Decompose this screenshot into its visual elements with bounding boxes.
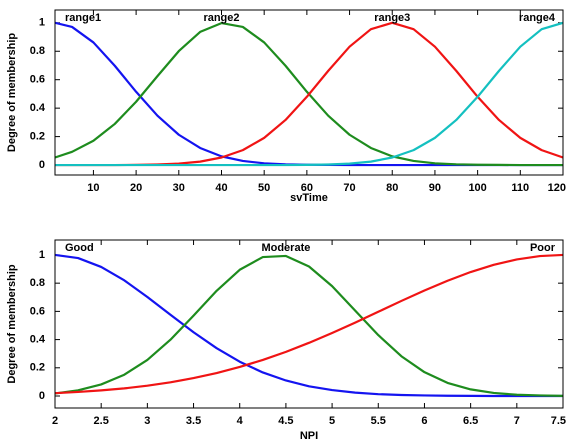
x-tick-label: 7 <box>514 415 520 427</box>
y-tick-label: 0.2 <box>30 362 45 374</box>
curve-label: range1 <box>65 12 101 24</box>
y-tick-label: 0.4 <box>30 102 46 114</box>
membership-curve <box>55 21 563 167</box>
x-tick-label: 5.5 <box>371 415 386 427</box>
x-tick-label: 30 <box>173 182 185 194</box>
x-tick-label: 60 <box>301 182 313 194</box>
curve-label: range2 <box>203 12 239 24</box>
x-tick-label: 7.5 <box>551 415 566 427</box>
x-tick-label: 40 <box>215 182 227 194</box>
curve-label: range4 <box>519 12 556 24</box>
x-tick-label: 110 <box>511 182 529 194</box>
subplot: 0 0.2 0.4 0.6 0.8 1 2 2.5 3 3.5 4 4.5 5 5.5 6 6.5 7 7.5 Go… <box>6 239 566 442</box>
y-axis-label: Degree of membership <box>6 33 18 152</box>
curve-label: Good <box>65 242 94 254</box>
x-tick-label: 5 <box>329 415 335 427</box>
curve-label: Moderate <box>261 242 310 254</box>
x-tick-label: 2.5 <box>94 415 109 427</box>
x-tick-label: 80 <box>386 182 398 194</box>
y-tick-label: 0 <box>39 390 45 402</box>
y-axis-label: Degree of membership <box>6 264 18 383</box>
x-axis-label: NPI <box>300 430 318 442</box>
axes-box <box>54 9 564 176</box>
x-tick-label: 4.5 <box>278 415 293 427</box>
y-tick-label: 0.8 <box>30 45 45 57</box>
x-tick-label: 100 <box>468 182 486 194</box>
y-tick-label: 0.6 <box>30 305 45 317</box>
membership-curve <box>55 254 563 397</box>
membership-curve <box>55 253 563 398</box>
x-tick-label: 3.5 <box>186 415 201 427</box>
curve-label: range3 <box>374 12 410 24</box>
y-tick-label: 0.4 <box>30 333 46 345</box>
y-tick-label: 0.8 <box>30 277 45 289</box>
y-tick-label: 0.6 <box>30 74 45 86</box>
membership-curve <box>55 21 563 167</box>
x-axis-label: svTime <box>290 192 328 204</box>
x-tick-label: 3 <box>144 415 150 427</box>
y-tick-label: 1 <box>39 17 45 29</box>
membership-curve <box>55 21 563 167</box>
x-tick-label: 50 <box>258 182 270 194</box>
y-tick-label: 1 <box>39 249 45 261</box>
x-tick-label: 6.5 <box>463 415 478 427</box>
x-tick-label: 6 <box>421 415 427 427</box>
x-tick-label: 2 <box>52 415 58 427</box>
curve-label: Poor <box>530 242 556 254</box>
y-tick-label: 0 <box>39 159 45 171</box>
axes-box <box>54 239 564 409</box>
x-tick-label: 20 <box>130 182 142 194</box>
x-tick-label: 10 <box>87 182 99 194</box>
membership-curve <box>55 253 563 395</box>
x-tick-label: 120 <box>548 182 566 194</box>
x-tick-label: 70 <box>343 182 355 194</box>
x-tick-label: 90 <box>429 182 441 194</box>
y-tick-label: 0.2 <box>30 131 45 143</box>
x-tick-label: 4 <box>237 415 244 427</box>
